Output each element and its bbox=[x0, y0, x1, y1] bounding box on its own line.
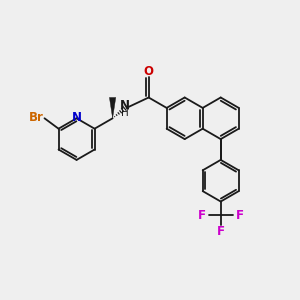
Text: N: N bbox=[120, 99, 130, 112]
Text: Br: Br bbox=[29, 111, 44, 124]
Text: N: N bbox=[72, 111, 82, 124]
Text: F: F bbox=[198, 209, 206, 222]
Polygon shape bbox=[110, 98, 116, 118]
Text: F: F bbox=[236, 209, 244, 222]
Text: O: O bbox=[144, 65, 154, 78]
Text: F: F bbox=[217, 225, 225, 238]
Text: H: H bbox=[121, 108, 129, 118]
